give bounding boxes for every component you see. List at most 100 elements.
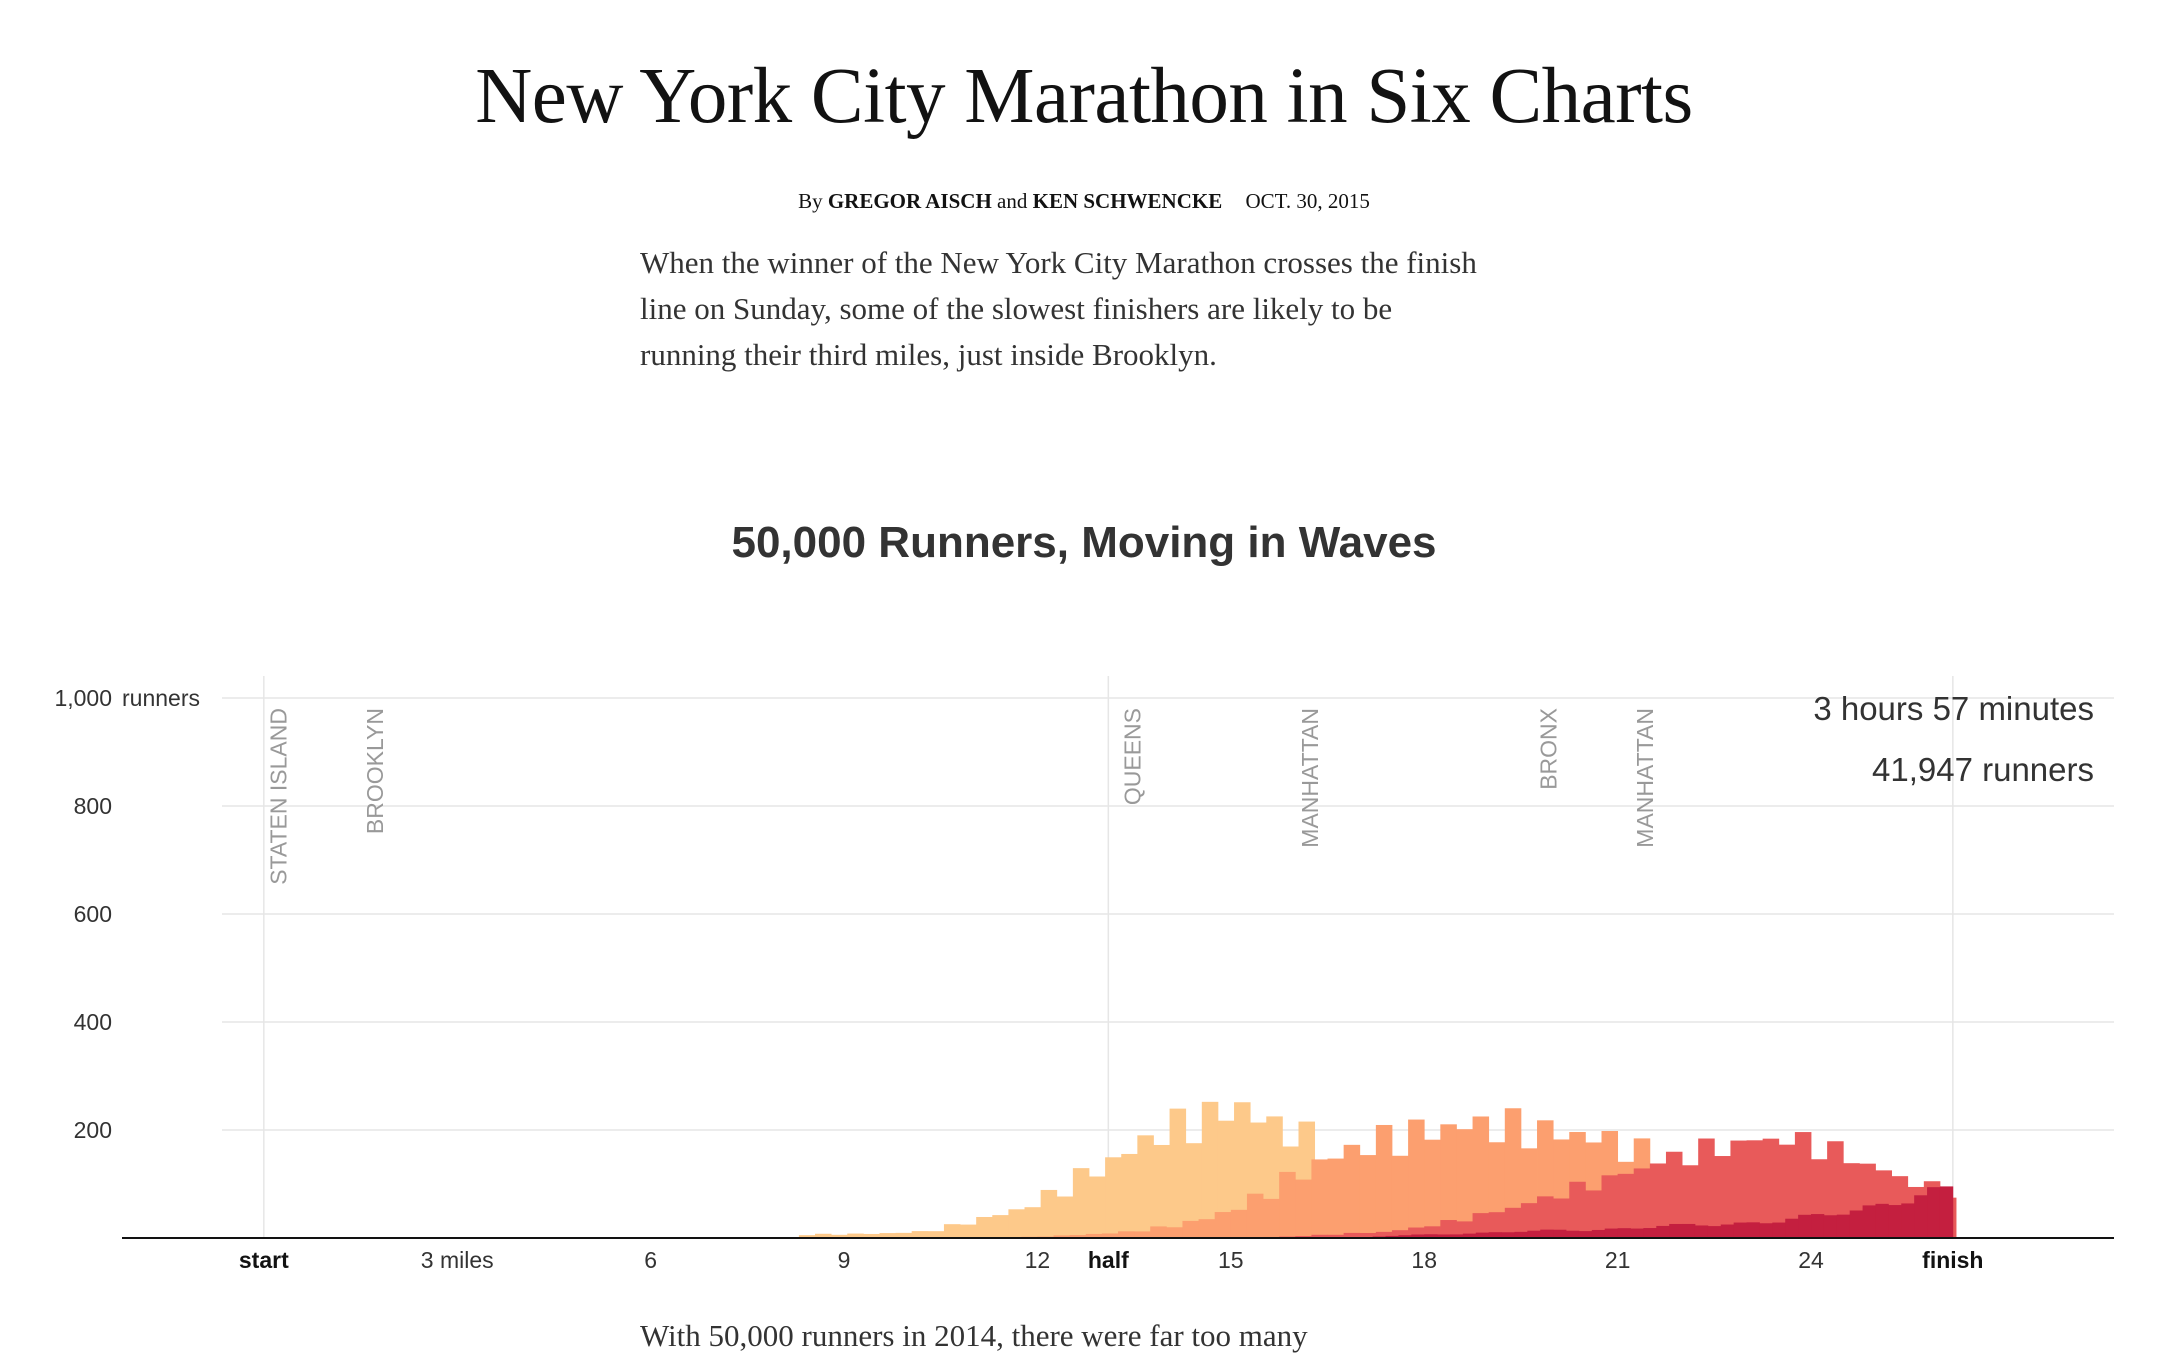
histogram-bar <box>1327 1158 1345 1238</box>
histogram-bar <box>1408 1227 1425 1238</box>
histogram-bar <box>1359 1155 1377 1238</box>
histogram-bar <box>1008 1209 1025 1238</box>
histogram-bar <box>1153 1144 1170 1238</box>
histogram-bar <box>1088 1176 1106 1238</box>
histogram-bar <box>1295 1179 1312 1238</box>
histogram-bar <box>1746 1222 1760 1238</box>
histogram-bar <box>1450 1234 1464 1238</box>
histogram-bar <box>1778 1144 1796 1238</box>
histogram-bar <box>1591 1229 1606 1238</box>
histogram-bar <box>1823 1215 1838 1238</box>
chart-labels: 200 400 600 800 1,000 runners STATEN ISLAND BRO… <box>54 685 2094 1273</box>
histogram-bar <box>1578 1231 1593 1238</box>
histogram-bar <box>1649 1163 1667 1238</box>
histogram-bar <box>1488 1232 1502 1238</box>
histogram-bar <box>1201 1101 1219 1238</box>
histogram-bar <box>1311 1159 1328 1238</box>
histogram-bar <box>1359 1232 1377 1238</box>
byline-and: and <box>997 189 1028 213</box>
histogram-bar <box>1456 1129 1473 1238</box>
histogram-bar <box>1118 1231 1135 1238</box>
histogram-bar <box>1472 1213 1490 1238</box>
histogram-bar <box>1772 1222 1786 1238</box>
histogram-bar <box>1169 1108 1187 1238</box>
y-tick-label: 1,000 <box>54 685 112 711</box>
borough-label: MANHATTAN <box>1297 708 1323 848</box>
histogram-bar <box>1633 1168 1651 1238</box>
histogram-bar <box>1939 1186 1954 1238</box>
histogram-bar <box>1105 1157 1122 1238</box>
histogram-bar <box>1246 1193 1264 1238</box>
histogram-bar <box>1665 1151 1683 1238</box>
histogram-bar <box>1794 1132 1812 1238</box>
histogram-bar <box>1746 1140 1764 1238</box>
histogram-bar <box>1540 1229 1554 1238</box>
histogram-bar <box>1475 1232 1490 1238</box>
histogram-bar <box>1836 1214 1851 1238</box>
histogram-bar <box>1927 1187 1941 1238</box>
histogram-bar <box>1398 1235 1412 1238</box>
histogram-bar <box>1798 1214 1812 1238</box>
histogram-bar <box>1527 1230 1541 1238</box>
histogram-bar <box>1553 1229 1567 1238</box>
borough-label: MANHATTAN <box>1632 708 1658 848</box>
histogram-bar <box>1682 1223 1696 1238</box>
histogram-bar <box>798 1235 816 1238</box>
author-link[interactable]: KEN SCHWENCKE <box>1032 189 1223 213</box>
x-tick-label: start <box>239 1247 289 1273</box>
histogram-bar <box>1875 1203 1889 1238</box>
histogram-bar <box>1040 1189 1058 1238</box>
histogram-bar <box>815 1233 832 1238</box>
histogram-bar <box>1604 1228 1619 1238</box>
histogram-bar <box>1150 1226 1167 1238</box>
histogram-bar <box>1537 1196 1554 1238</box>
histogram-bar <box>1762 1138 1780 1238</box>
runner-histogram-chart: 200 400 600 800 1,000 runners STATEN ISLAND BRO… <box>54 676 2114 1273</box>
histogram-bar <box>1166 1227 1183 1238</box>
histogram-bar <box>1888 1205 1902 1238</box>
histogram-bar <box>1279 1171 1296 1238</box>
histogram-bar <box>1343 1232 1361 1238</box>
histogram-bar <box>1424 1139 1441 1238</box>
borough-label: BRONX <box>1535 708 1561 790</box>
histogram-bar <box>1504 1207 1522 1238</box>
x-tick-label: 18 <box>1411 1247 1437 1273</box>
histogram-bar <box>1630 1228 1644 1238</box>
histogram-bar <box>1391 1230 1409 1238</box>
headline: New York City Marathon in Six Charts <box>475 53 1693 140</box>
histogram-bar <box>1217 1120 1235 1238</box>
histogram-bar <box>1437 1234 1451 1238</box>
elapsed-time-label: 3 hours 57 minutes <box>1813 690 2094 727</box>
y-tick-label: 800 <box>74 793 112 819</box>
histogram-bar <box>1069 1235 1087 1238</box>
intro-paragraph: When the winner of the New York City Mar… <box>640 245 1477 372</box>
histogram-bar <box>1707 1226 1722 1238</box>
x-tick-label: 3 miles <box>421 1247 494 1273</box>
borough-label: STATEN ISLAND <box>265 708 291 885</box>
histogram-bar <box>1601 1175 1619 1238</box>
histogram-bar <box>1085 1233 1103 1238</box>
histogram-bar <box>1053 1235 1071 1238</box>
histogram-bar <box>1424 1226 1441 1238</box>
histogram-bar <box>1914 1195 1928 1238</box>
histogram-bar <box>1643 1228 1657 1238</box>
y-tick-label: 400 <box>74 1009 112 1035</box>
histogram-bar <box>1024 1207 1042 1238</box>
body-paragraph: With 50,000 runners in 2014, there were … <box>640 1318 1308 1353</box>
histogram-bar <box>895 1232 913 1238</box>
histogram-bar <box>1198 1219 1216 1238</box>
histogram-bar <box>927 1231 945 1238</box>
histogram-bar <box>1182 1220 1199 1238</box>
histogram-bar <box>1343 1144 1361 1238</box>
histogram-bar <box>847 1233 864 1238</box>
histogram-bar <box>863 1233 880 1238</box>
histogram-bar <box>1488 1212 1506 1238</box>
histogram-bar <box>1569 1181 1586 1238</box>
histogram-bar <box>1811 1214 1825 1238</box>
author-link[interactable]: GREGOR AISCH <box>827 189 992 213</box>
histogram-bar <box>1121 1153 1138 1238</box>
histogram-bar <box>1759 1223 1773 1238</box>
runner-count-label: 41,947 runners <box>1872 751 2094 788</box>
histogram-bar <box>1472 1116 1490 1238</box>
histogram-bar <box>1785 1218 1799 1238</box>
